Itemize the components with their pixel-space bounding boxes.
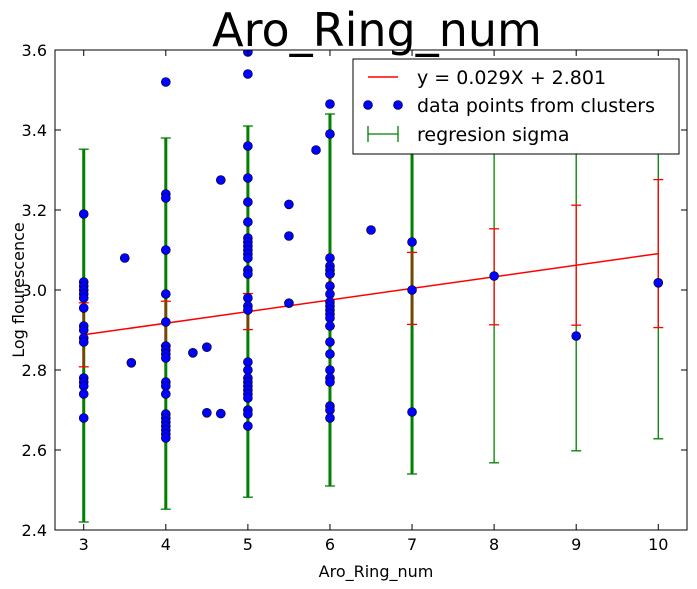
x-tick-label: 7 — [407, 535, 417, 554]
data-point — [407, 237, 417, 247]
data-point — [311, 145, 321, 155]
data-point — [325, 253, 335, 263]
data-point — [243, 293, 253, 303]
legend-point-swatch — [393, 100, 403, 110]
data-point — [325, 289, 335, 299]
data-point — [407, 407, 417, 417]
data-point — [161, 389, 171, 399]
x-tick-label: 10 — [648, 535, 668, 554]
x-axis-label: Aro_Ring_num — [319, 562, 434, 582]
data-point — [489, 271, 499, 281]
data-point — [78, 389, 89, 399]
legend-errorbar-swatch — [367, 126, 399, 142]
data-point — [161, 317, 171, 327]
data-point — [243, 269, 253, 279]
legend-label-regression: y = 0.029X + 2.801 — [417, 67, 606, 89]
x-tick-label: 3 — [79, 535, 89, 554]
data-point — [243, 357, 253, 367]
data-point — [325, 405, 335, 415]
data-point — [188, 347, 198, 358]
y-tick-label: 2.4 — [22, 521, 47, 540]
data-point — [325, 313, 335, 323]
data-point — [325, 337, 335, 347]
x-tick-label: 8 — [489, 535, 499, 554]
data-point — [161, 289, 171, 299]
data-point — [161, 353, 171, 363]
data-point — [78, 209, 89, 219]
data-point — [126, 357, 137, 368]
data-point — [202, 407, 212, 418]
data-point — [243, 141, 253, 151]
data-point — [325, 365, 335, 375]
data-point — [653, 277, 664, 288]
axis-ticks: 3 4 5 6 7 8 9 10 2.4 2.6 2.8 3.0 3.2 3.4 3.6 — [22, 41, 687, 554]
data-point — [325, 413, 335, 423]
data-point — [78, 303, 89, 313]
data-point — [325, 269, 335, 279]
data-point — [78, 413, 89, 423]
data-point — [407, 285, 417, 295]
data-point — [325, 377, 335, 387]
data-point — [78, 325, 89, 335]
data-point — [161, 193, 171, 203]
data-point — [243, 253, 253, 263]
chart-title: Aro_Ring_num — [212, 3, 542, 57]
data-point — [161, 245, 171, 255]
y-tick-label: 2.6 — [22, 441, 47, 460]
x-tick-label: 6 — [325, 535, 335, 554]
data-point — [243, 421, 253, 431]
data-point — [215, 408, 226, 419]
legend-point-swatch — [363, 100, 373, 110]
data-point — [243, 197, 253, 207]
data-point — [78, 293, 89, 303]
data-point — [215, 175, 226, 185]
x-tick-label: 9 — [571, 535, 581, 554]
y-tick-label: 3.4 — [22, 121, 47, 140]
y-tick-label: 3.6 — [22, 41, 47, 60]
data-point — [243, 365, 253, 375]
y-axis-label: Log flourescence — [9, 222, 28, 358]
y-tick-label: 3.2 — [22, 201, 47, 220]
data-point — [78, 381, 89, 391]
legend-label-sigma: regresion sigma — [417, 124, 570, 146]
data-point — [284, 199, 294, 210]
data-point — [284, 231, 294, 241]
data-point — [202, 342, 212, 353]
plot-area — [78, 50, 664, 523]
data-point — [243, 409, 253, 419]
data-point — [284, 298, 294, 309]
data-point — [366, 225, 376, 235]
data-point — [161, 433, 171, 443]
data-point — [571, 331, 581, 341]
data-point — [325, 129, 335, 139]
y-tick-label: 3.0 — [22, 281, 47, 300]
data-point — [325, 99, 335, 109]
regression-line — [83, 252, 659, 336]
data-point — [325, 321, 335, 331]
legend-box — [352, 58, 680, 155]
legend: y = 0.029X + 2.801 data points from clus… — [352, 58, 680, 155]
legend-label-points: data points from clusters — [417, 95, 655, 117]
data-point — [243, 69, 253, 79]
x-tick-label: 5 — [243, 535, 253, 554]
data-point — [161, 381, 171, 391]
y-tick-label: 2.8 — [22, 361, 47, 380]
data-point — [243, 305, 253, 315]
data-point — [243, 217, 253, 227]
data-point — [161, 77, 171, 87]
data-point — [325, 281, 335, 291]
data-point — [325, 349, 335, 359]
data-point — [78, 337, 89, 347]
data-point — [243, 393, 253, 403]
x-tick-label: 4 — [161, 535, 171, 554]
data-point — [119, 253, 130, 263]
data-point — [243, 173, 253, 183]
